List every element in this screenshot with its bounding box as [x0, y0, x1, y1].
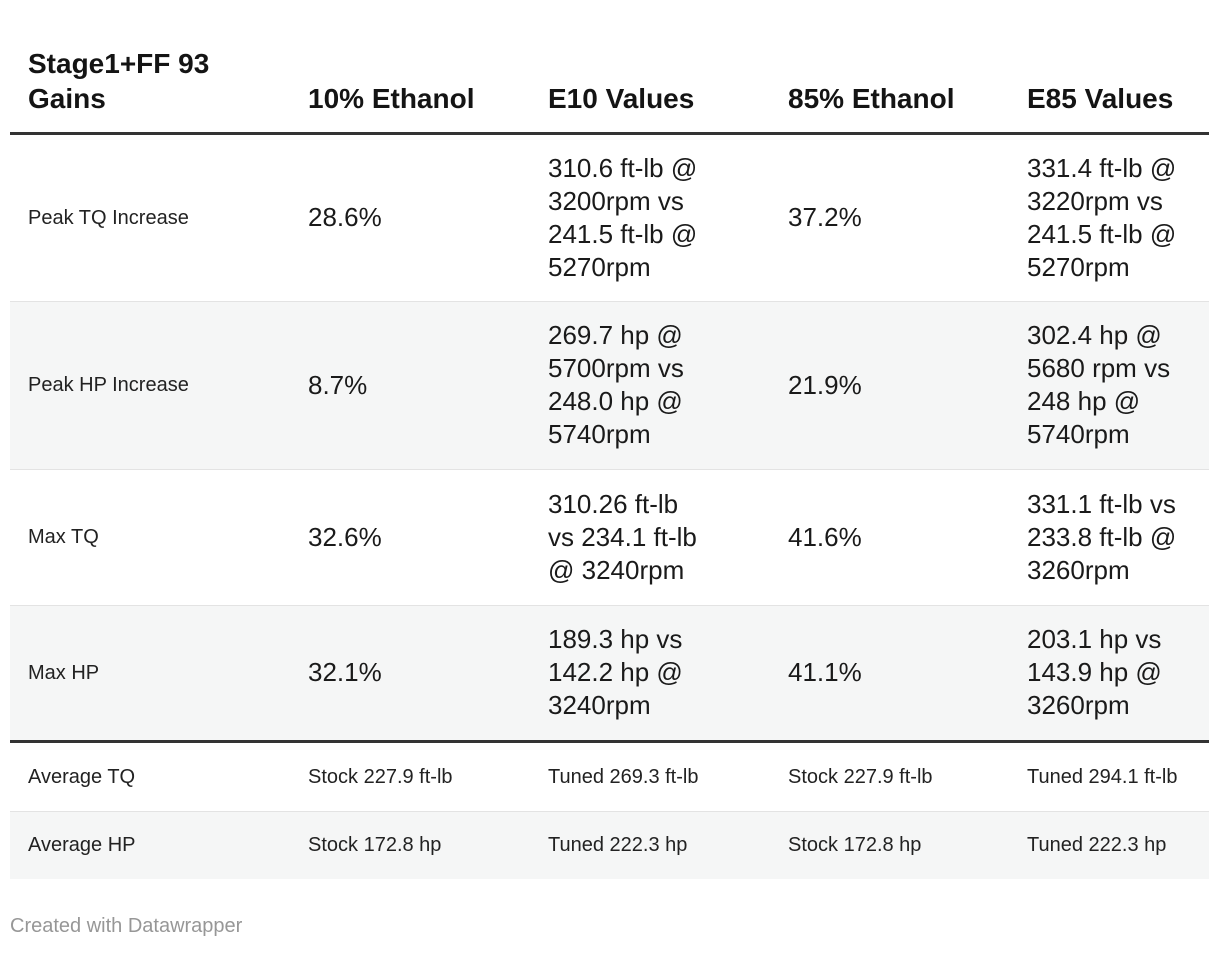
- e10-gain-cell: 32.6%: [298, 469, 538, 606]
- row-label: Max HP: [10, 605, 298, 741]
- e85-gain-cell: 37.2%: [778, 133, 1017, 302]
- table-title: Stage1+FF 93 Gains: [10, 0, 298, 135]
- e10-value-cell: 269.7 hp @ 5700rpm vs 248.0 hp @ 5740rpm: [538, 301, 778, 470]
- tuned-e85-tq-cell: Tuned 294.1 ft-lb: [1017, 739, 1209, 812]
- e85-value-cell: 302.4 hp @ 5680 rpm vs 248 hp @ 5740rpm: [1017, 301, 1209, 470]
- row-label: Peak HP Increase: [10, 301, 298, 470]
- stock-tq-cell-2: Stock 227.9 ft-lb: [778, 739, 1017, 812]
- tuned-e10-tq-cell: Tuned 269.3 ft-lb: [538, 739, 778, 812]
- datawrapper-credit: Created with Datawrapper: [10, 915, 243, 937]
- tuned-e10-hp-cell: Tuned 222.3 hp: [538, 811, 778, 879]
- e10-value-cell: 189.3 hp vs 142.2 hp @ 3240rpm: [538, 605, 778, 741]
- stock-hp-cell-2: Stock 172.8 hp: [778, 811, 1017, 879]
- row-label: Average HP: [10, 811, 298, 879]
- table-row-peak-tq-increase: Peak TQ Increase 28.6% 310.6 ft-lb @ 320…: [10, 133, 1209, 302]
- row-label: Max TQ: [10, 469, 298, 606]
- header-row: Stage1+FF 93 Gains 10% Ethanol E10 Value…: [10, 0, 1209, 135]
- stock-tq-cell: Stock 227.9 ft-lb: [298, 739, 538, 812]
- e10-value-cell: 310.6 ft-lb @ 3200rpm vs 241.5 ft-lb @ 5…: [538, 133, 778, 302]
- e10-gain-cell: 32.1%: [298, 605, 538, 741]
- table-row-average-tq: Average TQ Stock 227.9 ft-lb Tuned 269.3…: [10, 739, 1209, 812]
- column-header-85-ethanol: 85% Ethanol: [778, 0, 1017, 135]
- tuned-e85-hp-cell: Tuned 222.3 hp: [1017, 811, 1209, 879]
- table-summary: Average TQ Stock 227.9 ft-lb Tuned 269.3…: [10, 739, 1209, 879]
- table-row-max-hp: Max HP 32.1% 189.3 hp vs 142.2 hp @ 3240…: [10, 605, 1209, 741]
- e85-value-cell: 331.4 ft-lb @ 3220rpm vs 241.5 ft-lb @ 5…: [1017, 133, 1209, 302]
- e85-value-cell: 331.1 ft-lb vs 233.8 ft-lb @ 3260rpm: [1017, 469, 1209, 606]
- e10-value-cell: 310.26 ft-lb vs 234.1 ft-lb @ 3240rpm: [538, 469, 778, 606]
- e10-gain-cell: 8.7%: [298, 301, 538, 470]
- stock-hp-cell: Stock 172.8 hp: [298, 811, 538, 879]
- e85-gain-cell: 21.9%: [778, 301, 1017, 470]
- e85-gain-cell: 41.1%: [778, 605, 1017, 741]
- table-header: Stage1+FF 93 Gains 10% Ethanol E10 Value…: [10, 0, 1209, 135]
- column-header-e10-values: E10 Values: [538, 0, 778, 135]
- row-label: Peak TQ Increase: [10, 133, 298, 302]
- e10-gain-cell: 28.6%: [298, 133, 538, 302]
- table-row-average-hp: Average HP Stock 172.8 hp Tuned 222.3 hp…: [10, 811, 1209, 879]
- column-header-e85-values: E85 Values: [1017, 0, 1209, 135]
- table-row-peak-hp-increase: Peak HP Increase 8.7% 269.7 hp @ 5700rpm…: [10, 301, 1209, 470]
- table-row-max-tq: Max TQ 32.6% 310.26 ft-lb vs 234.1 ft-lb…: [10, 469, 1209, 606]
- gains-table: Stage1+FF 93 Gains 10% Ethanol E10 Value…: [10, 0, 1209, 879]
- column-header-10-ethanol: 10% Ethanol: [298, 0, 538, 135]
- row-label: Average TQ: [10, 739, 298, 812]
- e85-value-cell: 203.1 hp vs 143.9 hp @ 3260rpm: [1017, 605, 1209, 741]
- table-body: Peak TQ Increase 28.6% 310.6 ft-lb @ 320…: [10, 133, 1209, 741]
- e85-gain-cell: 41.6%: [778, 469, 1017, 606]
